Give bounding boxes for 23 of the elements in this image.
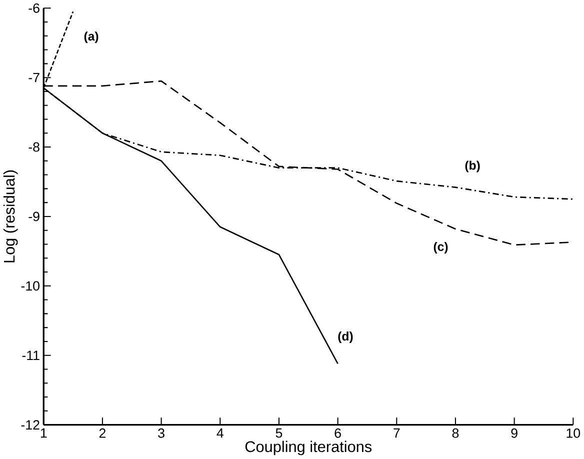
x-tick-label: 3	[158, 428, 164, 438]
x-tick-label: 9	[511, 428, 518, 438]
y-axis-title: Log (residual)	[3, 170, 18, 262]
x-tick-label: 7	[394, 428, 400, 438]
x-tick-label: 1	[40, 428, 47, 438]
annotation: (c)	[434, 242, 448, 254]
y-tick-label: -9	[28, 212, 40, 222]
y-tick-label: -7	[28, 73, 40, 82]
x-tick-label: 4	[216, 428, 224, 438]
x-tick-label: 5	[276, 428, 282, 438]
y-tick-label: -8	[28, 142, 40, 152]
annotation: (b)	[465, 160, 480, 172]
y-tick-label: -10	[21, 281, 40, 291]
y-tick-label: -11	[22, 350, 40, 360]
x-tick-label: 10	[566, 428, 580, 438]
x-tick-label: 2	[99, 428, 106, 438]
x-axis-title: Coupling iterations	[245, 441, 372, 456]
annotation: (d)	[338, 332, 353, 344]
x-tick-label: 8	[452, 428, 459, 438]
annotation: (a)	[84, 32, 98, 44]
y-tick-label: -6	[28, 4, 40, 14]
x-tick-label: 6	[334, 428, 341, 438]
y-tick-label: -12	[21, 420, 40, 430]
